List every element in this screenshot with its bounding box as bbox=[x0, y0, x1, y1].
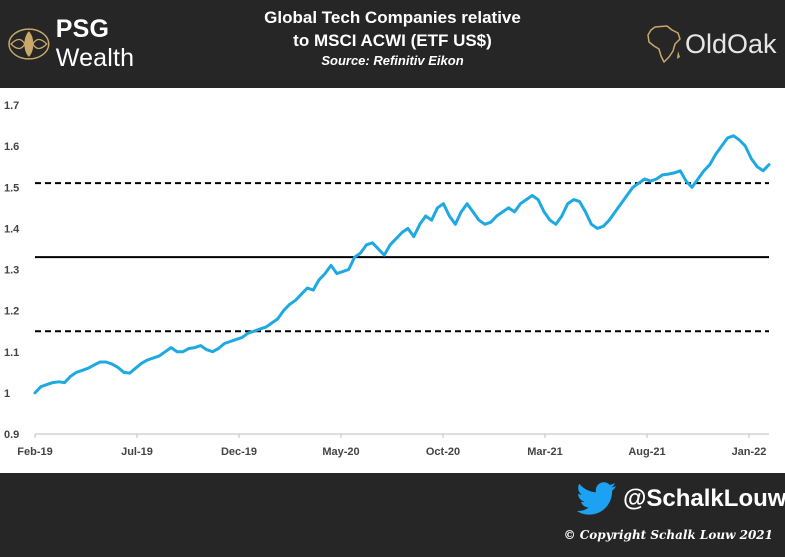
line-chart: 0.9 1 1.1 1.2 1.3 1.4 1.5 1.6 1.7 Feb-19 Jul-19 De… bbox=[4, 100, 771, 458]
y-tick-label: 1.6 bbox=[4, 141, 19, 153]
twitter-badge: @SchalkLouw bbox=[577, 482, 785, 516]
twitter-bird-icon bbox=[577, 482, 616, 515]
y-tick-label: 1.7 bbox=[4, 100, 19, 112]
oldoak-logo: OldOak bbox=[645, 24, 777, 64]
psg-logo-text: Wealth bbox=[55, 44, 135, 72]
footer: @SchalkLouw © Copyright Schalk Louw 2021 bbox=[0, 473, 785, 557]
series-group bbox=[33, 134, 771, 395]
series-line bbox=[33, 134, 771, 395]
x-tick-label: May-20 bbox=[322, 446, 359, 458]
x-tick-label: Mar-21 bbox=[527, 446, 562, 458]
y-tick-label: 1.5 bbox=[4, 182, 19, 194]
y-axis: 0.9 1 1.1 1.2 1.3 1.4 1.5 1.6 1.7 bbox=[4, 100, 769, 441]
y-tick-label: 1.1 bbox=[4, 347, 19, 359]
copyright-text: © Copyright Schalk Louw 2021 bbox=[563, 528, 773, 542]
x-tick-label: Jan-22 bbox=[732, 446, 767, 458]
psg-logo-bold: PSG bbox=[55, 15, 110, 43]
chart-source: Source: Refinitiv Eikon bbox=[321, 53, 464, 68]
psg-wealth-logo: PSG Wealth bbox=[6, 15, 194, 72]
x-tick-label: Oct-20 bbox=[426, 446, 460, 458]
reference-lines bbox=[35, 182, 769, 333]
x-tick-label: Jul-19 bbox=[121, 446, 153, 458]
y-tick-label: 1.2 bbox=[4, 306, 19, 318]
y-tick-label: 1.4 bbox=[4, 223, 20, 235]
chart-title: Global Tech Companies relative to MSCI A… bbox=[200, 6, 585, 70]
x-tick-label: Feb-19 bbox=[17, 446, 52, 458]
chart-area: 0.9 1 1.1 1.2 1.3 1.4 1.5 1.6 1.7 Feb-19 Jul-19 De… bbox=[0, 88, 785, 473]
y-tick-label: 1.3 bbox=[4, 265, 19, 277]
oldoak-logo-text: OldOak bbox=[685, 28, 777, 59]
title-line-2: to MSCI ACWI (ETF US$) bbox=[293, 31, 492, 50]
africa-map-icon bbox=[647, 25, 681, 63]
title-line-1: Global Tech Companies relative bbox=[264, 8, 521, 27]
x-axis: Feb-19 Jul-19 Dec-19 May-20 Oct-20 Mar-21 Aug-… bbox=[17, 434, 766, 458]
x-tick-label: Aug-21 bbox=[628, 446, 665, 458]
x-tick-label: Dec-19 bbox=[221, 446, 257, 458]
psg-emblem-icon bbox=[8, 28, 50, 60]
twitter-handle: @SchalkLouw bbox=[623, 485, 785, 512]
header: PSG Wealth Global Tech Companies relativ… bbox=[0, 0, 785, 88]
y-tick-label: 0.9 bbox=[4, 429, 19, 441]
y-tick-label: 1 bbox=[4, 388, 10, 400]
